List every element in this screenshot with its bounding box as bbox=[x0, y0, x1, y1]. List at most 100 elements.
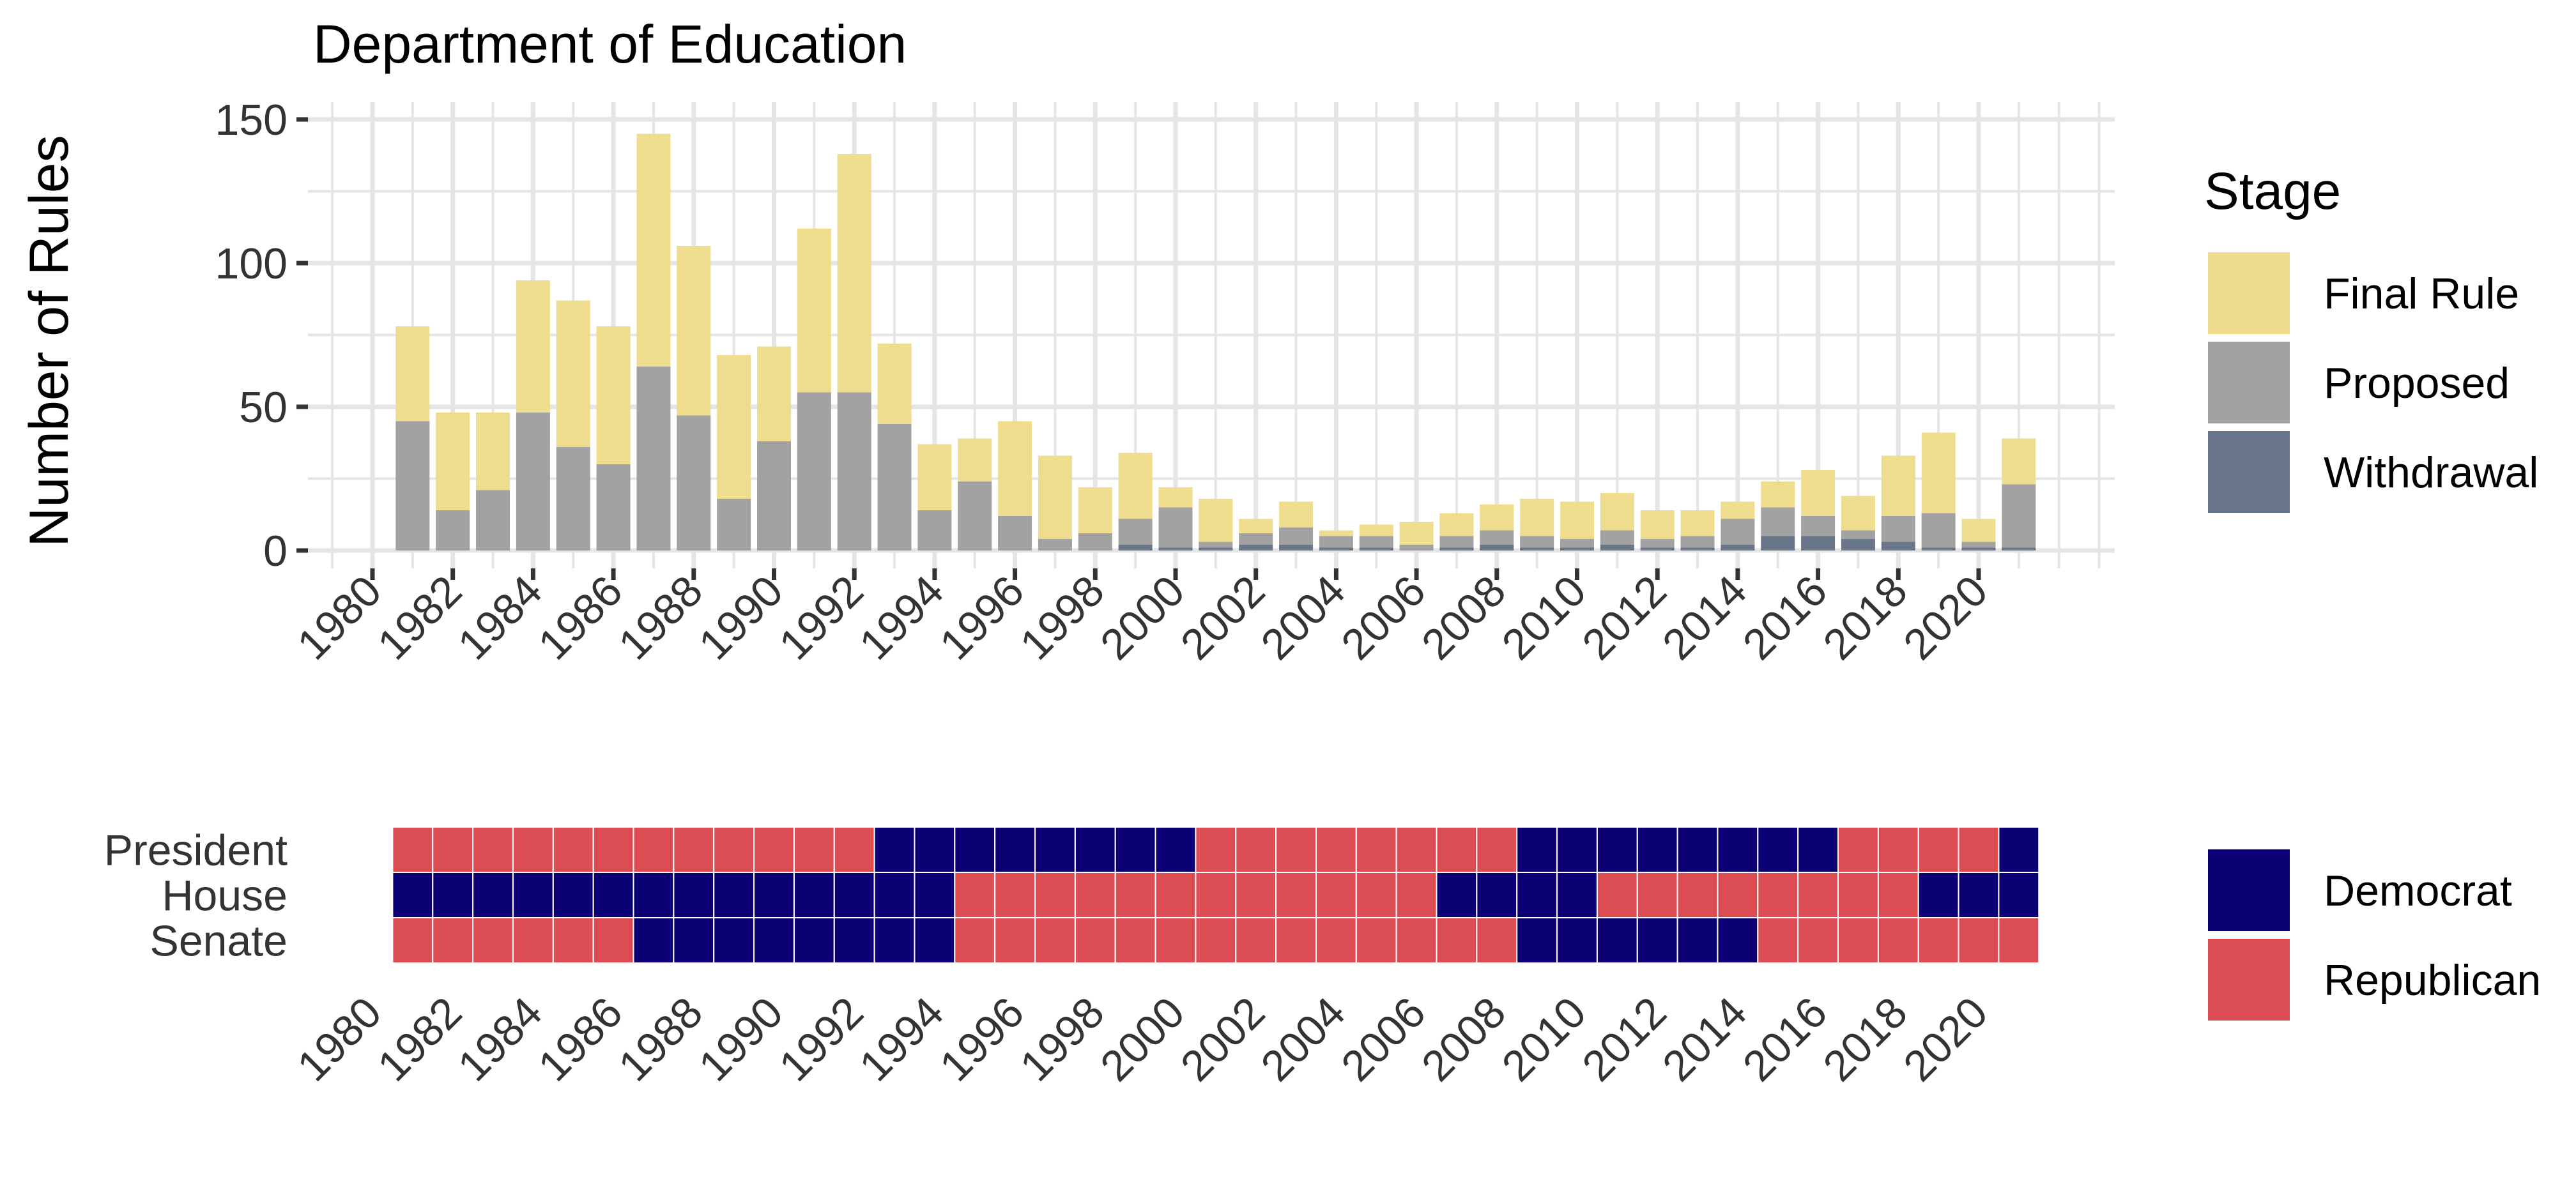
heat-cell-president-1983 bbox=[472, 826, 514, 873]
heat-cell-senate-2000 bbox=[1154, 917, 1197, 964]
heat-cell-senate-2004 bbox=[1315, 917, 1357, 964]
x-tick-label: 2018 bbox=[1814, 988, 1917, 1091]
bar-withdrawal-2014 bbox=[1721, 545, 1755, 551]
legend-label-republican: Republican bbox=[2324, 956, 2541, 1005]
bar-proposed-2021 bbox=[2002, 484, 2036, 548]
heat-cell-senate-2011 bbox=[1596, 917, 1638, 964]
heat-cell-house-2021 bbox=[1998, 872, 2040, 918]
heat-cell-president-2019 bbox=[1917, 826, 1959, 873]
y-axis-label: Number of Rules bbox=[19, 135, 80, 547]
bar-proposed-2014 bbox=[1721, 519, 1755, 545]
bar-proposed-1993 bbox=[877, 424, 912, 551]
bar-proposed-2019 bbox=[1921, 513, 1956, 548]
bar-proposed-2009 bbox=[1520, 536, 1554, 548]
bar-withdrawal-2001 bbox=[1199, 547, 1233, 551]
bar-final-rule-1993 bbox=[877, 344, 912, 424]
bar-withdrawal-2011 bbox=[1600, 545, 1634, 551]
bar-final-rule-1983 bbox=[476, 413, 510, 490]
heat-cell-house-2004 bbox=[1315, 872, 1357, 918]
heat-cell-senate-2015 bbox=[1757, 917, 1799, 964]
heat-cell-senate-2021 bbox=[1998, 917, 2040, 964]
x-tick-label: 1988 bbox=[610, 566, 712, 669]
bar-proposed-2006 bbox=[1399, 545, 1434, 551]
x-tick-label: 2002 bbox=[1172, 988, 1275, 1091]
x-tick-label: 1990 bbox=[689, 566, 792, 669]
heat-cell-house-2001 bbox=[1195, 872, 1237, 918]
heat-cell-senate-1997 bbox=[1034, 917, 1076, 964]
bar-final-rule-2009 bbox=[1520, 499, 1554, 536]
heat-cell-senate-2001 bbox=[1195, 917, 1237, 964]
heat-cell-president-2016 bbox=[1797, 826, 1839, 873]
x-tick-label: 2004 bbox=[1252, 988, 1354, 1091]
legend-swatch-republican bbox=[2208, 939, 2290, 1021]
bar-final-rule-2003 bbox=[1279, 501, 1314, 528]
heatmap-row-label-senate: Senate bbox=[150, 917, 288, 966]
heat-cell-senate-1986 bbox=[592, 917, 634, 964]
heat-cell-house-2020 bbox=[1958, 872, 2000, 918]
heat-cell-senate-1990 bbox=[753, 917, 795, 964]
heat-cell-senate-2010 bbox=[1556, 917, 1598, 964]
bar-proposed-2005 bbox=[1359, 536, 1393, 548]
heat-cell-senate-1991 bbox=[793, 917, 835, 964]
heat-cell-senate-2016 bbox=[1797, 917, 1839, 964]
bar-final-rule-2018 bbox=[1881, 455, 1915, 516]
x-tick-label: 2002 bbox=[1172, 566, 1275, 669]
x-tick-label: 1988 bbox=[610, 988, 712, 1091]
x-tick-label: 1994 bbox=[850, 988, 953, 1091]
bar-proposed-1999 bbox=[1118, 519, 1153, 545]
bar-withdrawal-2009 bbox=[1520, 547, 1554, 551]
bar-proposed-2008 bbox=[1480, 530, 1514, 545]
bar-final-rule-1995 bbox=[958, 438, 992, 482]
legend-label-withdrawal: Withdrawal bbox=[2324, 448, 2538, 497]
x-tick-label: 2016 bbox=[1733, 988, 1836, 1091]
heatmap-row-label-house: House bbox=[162, 872, 288, 920]
heat-cell-president-2010 bbox=[1556, 826, 1598, 873]
heat-cell-senate-1983 bbox=[472, 917, 514, 964]
heat-cell-senate-2007 bbox=[1436, 917, 1478, 964]
heat-cell-senate-1981 bbox=[392, 917, 434, 964]
heat-cell-house-2000 bbox=[1154, 872, 1197, 918]
x-tick-label: 2020 bbox=[1894, 566, 1997, 669]
x-tick-label: 1992 bbox=[770, 566, 873, 669]
heatmap-row-label-president: President bbox=[104, 826, 288, 875]
heat-cell-house-2011 bbox=[1596, 872, 1638, 918]
bar-final-rule-1981 bbox=[395, 326, 430, 421]
heat-cell-senate-1982 bbox=[432, 917, 474, 964]
heat-cell-house-1985 bbox=[552, 872, 594, 918]
heat-cell-house-2014 bbox=[1717, 872, 1759, 918]
bar-chart-bars bbox=[395, 133, 2036, 551]
heat-cell-president-2011 bbox=[1596, 826, 1638, 873]
bar-final-rule-2010 bbox=[1560, 501, 1594, 539]
heat-cell-president-1998 bbox=[1074, 826, 1116, 873]
heat-cell-senate-1996 bbox=[994, 917, 1036, 964]
heat-cell-senate-2008 bbox=[1476, 917, 1518, 964]
bar-withdrawal-2007 bbox=[1439, 547, 1474, 551]
heat-cell-president-1981 bbox=[392, 826, 434, 873]
legend-swatch-final-rule bbox=[2208, 252, 2290, 334]
bar-final-rule-1990 bbox=[757, 346, 791, 441]
legend-label-final-rule: Final Rule bbox=[2324, 270, 2519, 318]
bar-proposed-2017 bbox=[1841, 530, 1875, 539]
heat-cell-house-1998 bbox=[1074, 872, 1116, 918]
heat-cell-senate-1985 bbox=[552, 917, 594, 964]
bar-proposed-2004 bbox=[1319, 536, 1353, 548]
heat-cell-house-2003 bbox=[1275, 872, 1317, 918]
heat-cell-house-1994 bbox=[914, 872, 956, 918]
bar-proposed-2016 bbox=[1801, 516, 1836, 536]
heat-cell-president-2014 bbox=[1717, 826, 1759, 873]
bar-final-rule-1986 bbox=[596, 326, 631, 464]
bar-proposed-1995 bbox=[958, 482, 992, 551]
heat-cell-house-2017 bbox=[1837, 872, 1879, 918]
x-tick-label: 2000 bbox=[1091, 566, 1194, 669]
bar-final-rule-2011 bbox=[1600, 493, 1634, 531]
heat-cell-senate-2003 bbox=[1275, 917, 1317, 964]
bar-proposed-1984 bbox=[516, 413, 550, 551]
heat-cell-president-2020 bbox=[1958, 826, 2000, 873]
heat-cell-house-1991 bbox=[793, 872, 835, 918]
x-tick-label: 2000 bbox=[1091, 988, 1194, 1091]
heat-cell-president-2001 bbox=[1195, 826, 1237, 873]
heat-cell-president-2018 bbox=[1877, 826, 1919, 873]
x-tick-label: 1990 bbox=[689, 988, 792, 1091]
stage-legend: Stage Final Rule Proposed Withdrawal bbox=[2204, 162, 2538, 513]
